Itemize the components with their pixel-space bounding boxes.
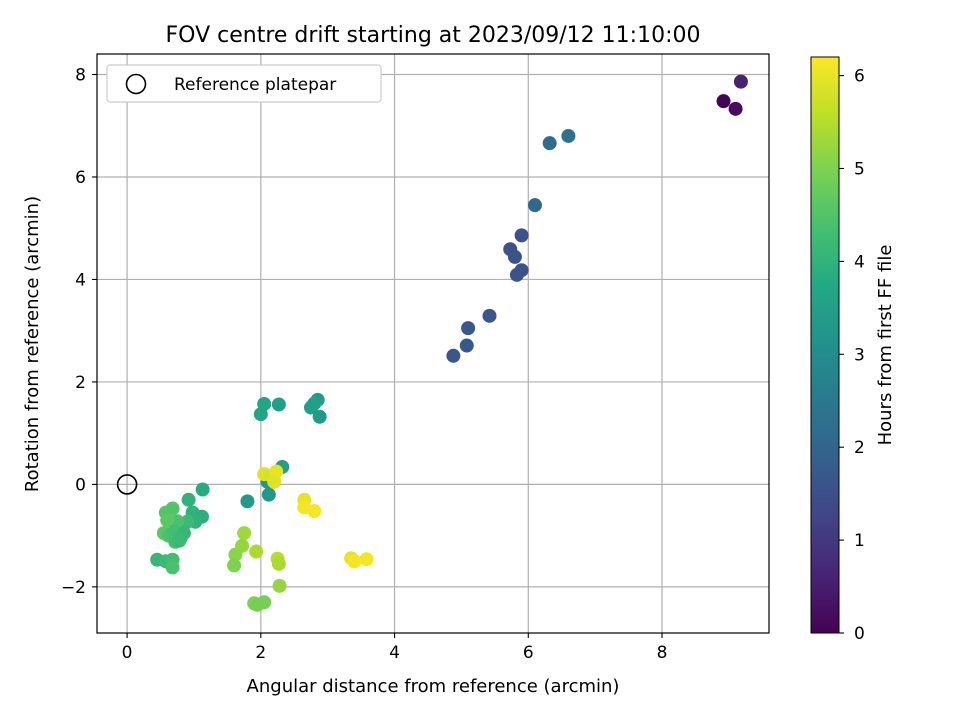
x-axis-label: Angular distance from reference (arcmin) <box>247 676 620 697</box>
data-point <box>271 397 286 412</box>
data-point <box>172 533 187 548</box>
y-ticks: −2 0 2 4 6 8 <box>61 65 97 598</box>
data-point <box>261 487 276 502</box>
data-point <box>507 249 522 264</box>
chart-title: FOV centre drift starting at 2023/09/12 … <box>166 23 701 48</box>
data-point <box>459 338 474 353</box>
colorbar-tick-label: 4 <box>854 252 865 272</box>
y-tick-label: 0 <box>75 475 86 495</box>
data-point <box>509 267 524 282</box>
x-tick-label: 8 <box>657 643 668 663</box>
x-tick-label: 0 <box>122 643 133 663</box>
data-point <box>482 308 497 323</box>
data-point <box>728 101 743 116</box>
colorbar-tick-label: 5 <box>854 159 865 179</box>
data-point <box>347 554 362 569</box>
data-point <box>160 513 175 528</box>
colorbar-ticks: 0 1 2 3 4 5 6 <box>839 67 865 644</box>
y-tick-label: 4 <box>75 270 86 290</box>
data-point <box>303 400 318 415</box>
data-point <box>733 74 748 89</box>
data-point <box>561 128 576 143</box>
data-point <box>228 547 243 562</box>
legend: Reference platepar <box>106 64 382 103</box>
data-point <box>312 409 327 424</box>
data-point <box>716 94 731 109</box>
data-point <box>307 504 322 519</box>
x-tick-label: 4 <box>389 643 400 663</box>
data-point <box>271 556 286 571</box>
colorbar-tick-label: 3 <box>854 345 865 365</box>
data-point <box>165 560 180 575</box>
data-point <box>461 321 476 336</box>
legend-marker-icon <box>125 73 147 95</box>
data-point <box>359 552 374 567</box>
y-tick-label: −2 <box>61 578 86 598</box>
data-point <box>542 136 557 151</box>
colorbar-tick-label: 2 <box>854 438 865 458</box>
data-point <box>249 544 264 559</box>
colorbar-tick-label: 6 <box>854 67 865 87</box>
y-tick-label: 8 <box>75 65 86 85</box>
data-point <box>272 578 287 593</box>
y-axis-label: Rotation from reference (arcmin) <box>22 196 43 492</box>
data-point <box>446 348 461 363</box>
data-point <box>267 474 282 489</box>
data-point <box>253 407 268 422</box>
legend-box <box>106 64 382 103</box>
colorbar-tick-label: 1 <box>854 531 865 551</box>
grid-lines <box>97 54 769 633</box>
colorbar: 0 1 2 3 4 5 6 Hours from first FF file <box>810 56 896 644</box>
legend-label: Reference platepar <box>174 75 336 95</box>
data-point <box>514 228 529 243</box>
reference-marker <box>116 474 138 495</box>
x-ticks: 0 2 4 6 8 <box>122 633 668 663</box>
data-point <box>195 482 210 497</box>
data-point <box>257 595 272 610</box>
data-points <box>150 74 748 612</box>
data-point <box>227 558 242 573</box>
y-tick-label: 6 <box>75 168 86 188</box>
x-tick-label: 6 <box>523 643 534 663</box>
data-point <box>181 492 196 507</box>
data-point <box>527 198 542 213</box>
colorbar-tick-label: 0 <box>854 624 865 644</box>
data-point <box>240 494 255 509</box>
colorbar-label: Hours from first FF file <box>875 245 896 446</box>
y-tick-label: 2 <box>75 373 86 393</box>
plot-frame <box>96 53 770 634</box>
colorbar-gradient <box>810 56 840 634</box>
x-tick-label: 2 <box>255 643 266 663</box>
data-point <box>237 526 252 541</box>
